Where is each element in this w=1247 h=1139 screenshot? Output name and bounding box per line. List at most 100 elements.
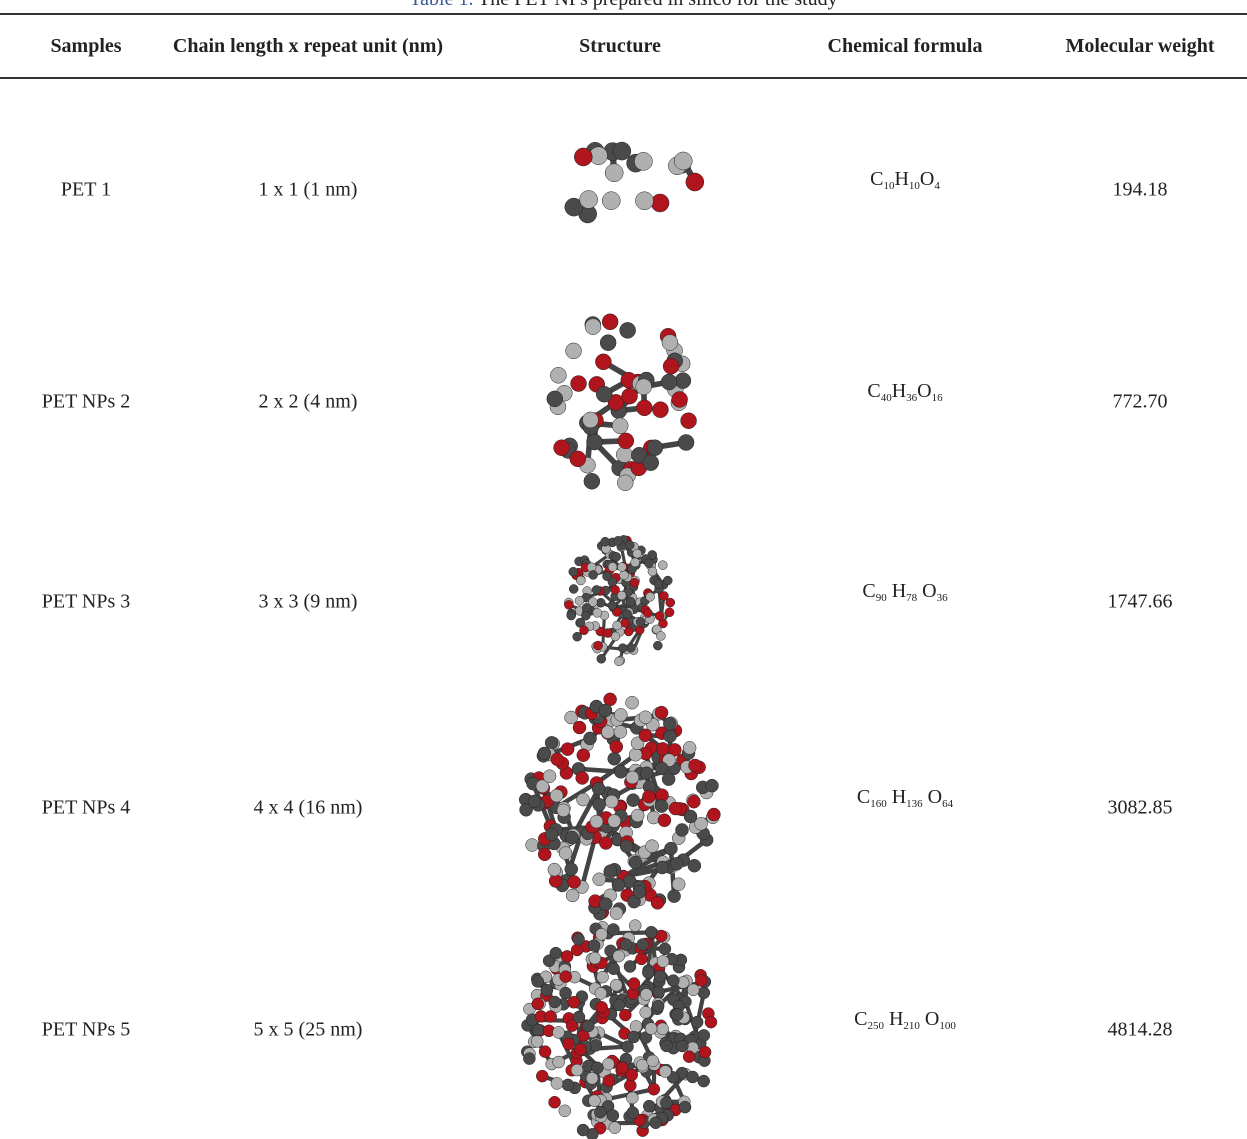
atom <box>607 924 619 936</box>
sample: PET 1 <box>61 179 111 202</box>
atom <box>612 878 625 891</box>
atom <box>543 770 556 783</box>
atom <box>659 1066 671 1078</box>
atom <box>656 742 669 755</box>
atom <box>614 536 623 545</box>
atom <box>686 173 704 191</box>
atom <box>630 578 639 587</box>
formula: C250 H210 O100 <box>854 1008 956 1032</box>
atom <box>575 1043 587 1055</box>
atom <box>627 1107 639 1119</box>
atom <box>610 907 623 920</box>
atom <box>683 1051 695 1063</box>
atom <box>676 1040 688 1052</box>
atom <box>595 987 607 999</box>
atom <box>566 889 579 902</box>
atom <box>640 988 652 1000</box>
atom <box>538 848 551 861</box>
atom <box>613 142 631 160</box>
atom <box>665 608 674 617</box>
element-count: 250 <box>867 1020 884 1032</box>
atom <box>626 696 639 709</box>
atom <box>629 748 642 761</box>
atom <box>614 657 623 666</box>
atom <box>707 808 720 821</box>
atom <box>689 759 702 772</box>
atom <box>647 440 663 456</box>
atom <box>576 576 585 585</box>
atom <box>620 840 633 853</box>
element: C <box>854 1008 867 1030</box>
element: C <box>862 580 875 602</box>
atom <box>652 1000 664 1012</box>
atom <box>681 413 697 429</box>
atom <box>662 335 678 351</box>
atom <box>551 1077 563 1089</box>
atom <box>577 793 590 806</box>
atom <box>545 1011 557 1023</box>
atom <box>566 343 582 359</box>
atom <box>658 814 671 827</box>
atom <box>603 1075 615 1087</box>
atom <box>633 549 642 558</box>
atom <box>625 541 634 550</box>
column-header: Molecular weight <box>1040 34 1240 58</box>
atom <box>573 632 582 641</box>
atom <box>545 828 558 841</box>
element-count: 90 <box>876 592 887 604</box>
atom <box>532 998 544 1010</box>
atom <box>624 960 636 972</box>
formula: C10H10O4 <box>870 168 940 192</box>
atom <box>539 1046 551 1058</box>
atom <box>672 878 685 891</box>
atom <box>671 1009 683 1021</box>
atom <box>695 975 707 987</box>
atom <box>637 939 649 951</box>
atom <box>667 975 679 987</box>
atom <box>643 1100 655 1112</box>
atom <box>629 920 641 932</box>
atom <box>532 975 544 987</box>
atom <box>655 800 668 813</box>
caption-label: Table 1. <box>409 0 473 10</box>
element: O <box>917 380 931 402</box>
atom <box>603 629 612 638</box>
element-count: 64 <box>942 798 953 810</box>
atom <box>593 798 606 811</box>
atom <box>646 592 655 601</box>
atom <box>599 898 612 911</box>
atom <box>617 475 633 491</box>
element: H <box>889 1008 903 1030</box>
atom <box>618 644 627 653</box>
atom <box>610 979 622 991</box>
atom <box>565 863 578 876</box>
atom <box>584 732 597 745</box>
atom <box>582 603 591 612</box>
atom <box>549 1096 561 1108</box>
atom <box>599 704 612 717</box>
atom <box>591 1062 603 1074</box>
atom <box>646 840 659 853</box>
atom <box>596 598 605 607</box>
atom <box>605 164 623 182</box>
atom <box>642 967 654 979</box>
atom <box>574 148 592 166</box>
atom <box>659 591 668 600</box>
element: O <box>920 168 934 190</box>
atom <box>633 886 646 899</box>
column-header: Chain length x repeat unit (nm) <box>158 34 458 58</box>
atom <box>626 771 639 784</box>
atom <box>626 643 635 652</box>
atom <box>613 950 625 962</box>
atom <box>612 552 621 561</box>
atom <box>596 386 612 402</box>
atom <box>622 388 638 404</box>
atom <box>582 412 598 428</box>
atom <box>619 571 628 580</box>
atom <box>655 706 668 719</box>
element-count: 36 <box>937 592 948 604</box>
page: Table 1. The PET NPs prepared in silico … <box>0 0 1247 1139</box>
atom <box>613 999 625 1011</box>
atom <box>562 1079 574 1091</box>
atom <box>617 563 626 572</box>
